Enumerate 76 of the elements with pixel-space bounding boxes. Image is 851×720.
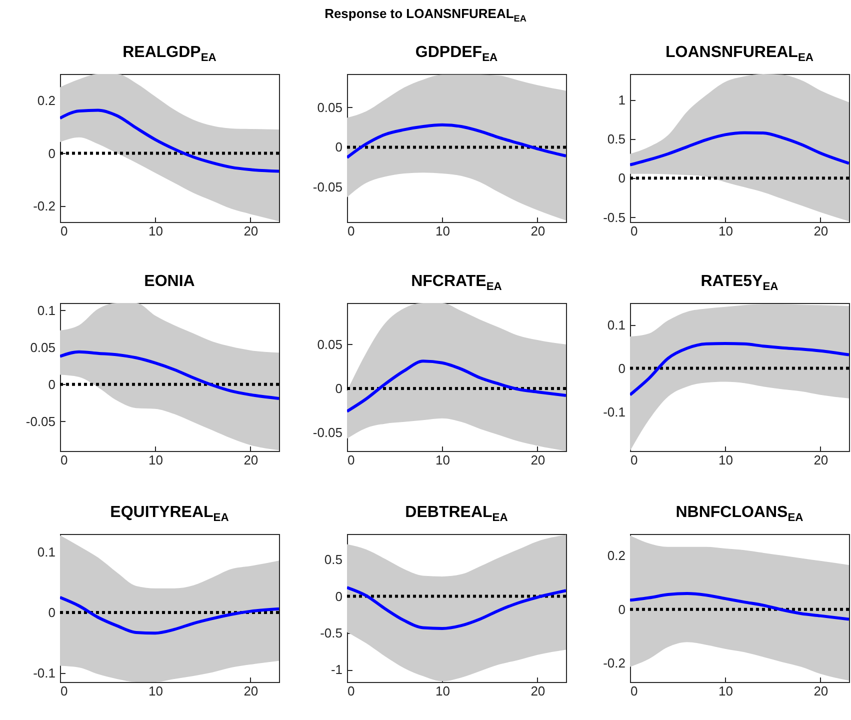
x-tick-label: 20 xyxy=(244,684,258,698)
y-tick-label: 0.2 xyxy=(607,548,626,564)
x-tick-label: 20 xyxy=(244,452,258,468)
x-tick-label: 0 xyxy=(348,452,355,468)
x-tick-label: 0 xyxy=(630,452,638,468)
x-tick-label: 20 xyxy=(814,224,828,238)
chart-title: RATE5Y$_{EA}$ xyxy=(700,273,780,294)
y-tick-label: 0 xyxy=(335,380,342,396)
chart-title: EQUITYREAL$_{EA}$ xyxy=(109,504,230,524)
y-tick-label: 0 xyxy=(335,588,342,604)
line-series xyxy=(347,586,566,630)
x-tick-label: 20 xyxy=(814,684,828,698)
x-tick-label: 10 xyxy=(435,452,450,468)
chart-title: DEBTREAL$_{EA}$ xyxy=(404,504,509,524)
y-tick-label: -0.5 xyxy=(603,210,626,225)
line-series xyxy=(60,350,279,400)
y-tick-label: -0.05 xyxy=(312,179,342,194)
y-tick-label: 0.05 xyxy=(30,340,56,355)
line-series xyxy=(347,123,566,160)
y-tick-label: -1 xyxy=(330,662,342,678)
y-tick-label: -0.05 xyxy=(312,425,342,440)
y-tick-label: 0 xyxy=(48,605,56,620)
chart-title: EONIA xyxy=(143,273,196,291)
line-series xyxy=(630,342,849,396)
x-tick-label: 10 xyxy=(718,224,733,238)
y-tick-label: 0.5 xyxy=(607,131,626,146)
x-tick-label: 0 xyxy=(60,684,68,698)
x-tick-label: 0 xyxy=(348,684,355,698)
y-tick-label: 0.1 xyxy=(607,317,626,332)
y-tick-label: 0 xyxy=(618,602,626,617)
x-tick-label: 10 xyxy=(148,452,163,468)
x-tick-label: 10 xyxy=(718,452,733,468)
y-tick-label: 0.2 xyxy=(37,92,56,108)
line-series xyxy=(630,131,849,166)
x-tick-label: 10 xyxy=(435,224,450,238)
chart-title: NBNFCLOANS$_{EA}$ xyxy=(674,504,804,524)
line-series xyxy=(60,596,279,635)
y-tick-label: -0.2 xyxy=(603,656,626,671)
y-tick-label: 0 xyxy=(618,170,626,186)
y-tick-label: 0 xyxy=(48,146,56,161)
y-tick-label: -0.1 xyxy=(33,665,56,680)
x-tick-label: 20 xyxy=(530,224,546,238)
y-tick-label: 0 xyxy=(48,376,56,392)
chart-title: LOANSNFUREAL$_{EA}$ xyxy=(664,44,814,64)
x-tick-label: 20 xyxy=(530,452,546,468)
y-tick-label: -0.2 xyxy=(33,198,56,214)
y-tick-label: 0.05 xyxy=(317,336,342,352)
x-tick-label: 0 xyxy=(60,224,68,238)
x-tick-label: 0 xyxy=(630,684,638,698)
y-tick-label: 0.1 xyxy=(37,302,56,318)
y-tick-label: -0.05 xyxy=(26,414,56,429)
x-tick-label: 20 xyxy=(530,684,546,698)
chart-title: NFCRATE$_{EA}$ xyxy=(410,273,503,294)
x-tick-label: 10 xyxy=(718,684,733,698)
y-tick-label: -0.1 xyxy=(603,404,626,420)
line-series xyxy=(630,592,849,621)
text: Response to LOANSNFUREAL$_{EA}$ xyxy=(324,6,528,24)
y-tick-label: 0.05 xyxy=(317,100,342,115)
x-tick-label: 0 xyxy=(348,224,355,238)
y-tick-label: 0 xyxy=(618,360,626,376)
y-tick-label: 0 xyxy=(335,140,342,155)
x-tick-label: 10 xyxy=(435,684,450,698)
line-series xyxy=(60,108,279,173)
x-tick-label: 20 xyxy=(244,224,258,238)
x-tick-label: 10 xyxy=(148,684,163,698)
chart-title: GDPDEF$_{EA}$ xyxy=(414,44,499,64)
chart-title: REALGDP$_{EA}$ xyxy=(122,44,218,64)
x-tick-label: 0 xyxy=(630,224,638,238)
y-tick-label: -0.5 xyxy=(320,625,342,640)
x-tick-label: 0 xyxy=(60,452,68,468)
y-tick-label: 0.1 xyxy=(37,544,56,560)
x-tick-label: 10 xyxy=(148,224,163,238)
x-tick-label: 20 xyxy=(814,452,828,468)
line-series xyxy=(347,360,566,413)
y-tick-label: 1 xyxy=(618,92,626,108)
y-tick-label: 0.5 xyxy=(324,552,342,568)
